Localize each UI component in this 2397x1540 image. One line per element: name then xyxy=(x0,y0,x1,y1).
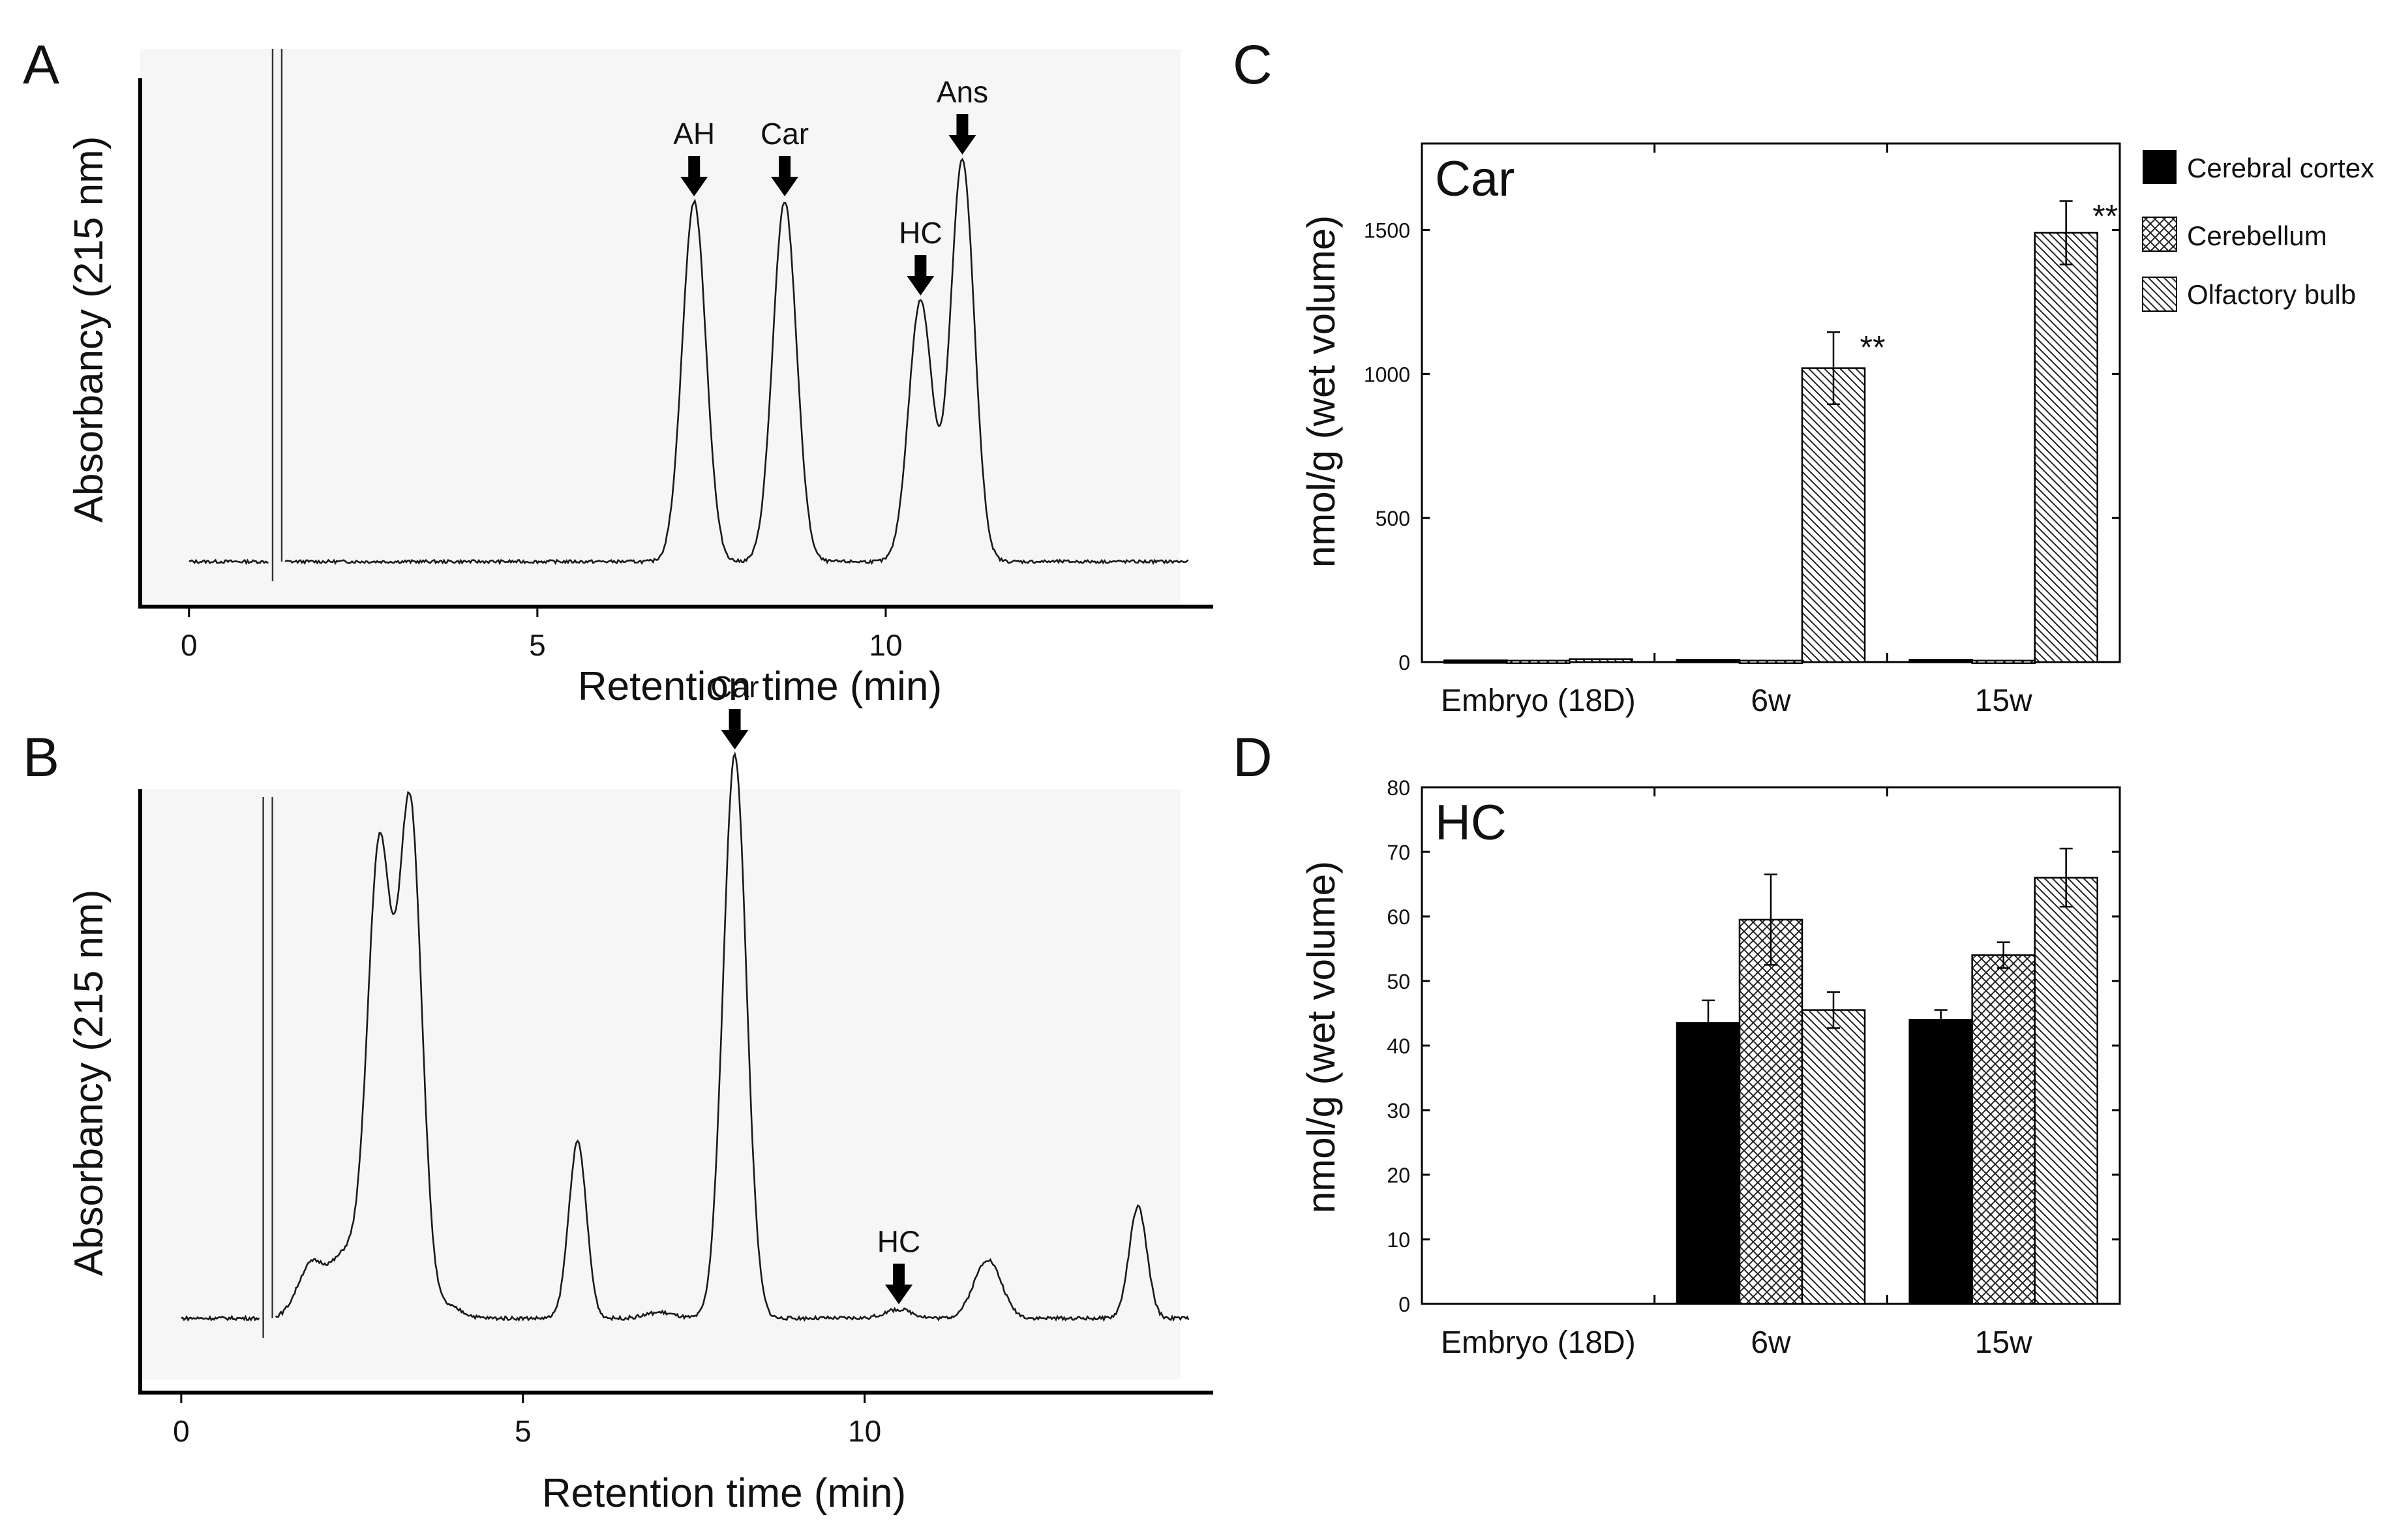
peak-arrow-icon xyxy=(680,156,708,196)
trace-line-b xyxy=(181,751,1190,1322)
y-axis-label-b: Absorbancy (215 nm) xyxy=(67,890,112,1276)
plot-background-a xyxy=(140,49,1181,603)
x-tick-label: 10 xyxy=(869,628,902,662)
y-tick-label: 80 xyxy=(1387,776,1410,800)
chromatogram-a: 0 5 10 AH Car HC Ans Retention time (min) Abs… xyxy=(67,49,1213,709)
x-axis-label-a: Retention time (min) xyxy=(578,664,942,709)
bar-chart-d: 0 10 20 30 40 50 60 70 80 Embryo (18D) 6w 15w HC nm… xyxy=(1299,776,2121,1360)
peak-label: HC xyxy=(899,216,942,250)
peak-label: HC xyxy=(877,1225,920,1259)
category-label: Embryo (18D) xyxy=(1441,1325,1636,1360)
legend-swatch-cerebellum xyxy=(2142,217,2177,252)
bar xyxy=(1676,1022,1741,1305)
peak-label: AH xyxy=(673,117,715,151)
bar xyxy=(1569,658,1633,663)
y-tick-label: 70 xyxy=(1387,841,1410,864)
bar xyxy=(1443,659,1508,664)
y-axis-label-a: Absorbancy (215 nm) xyxy=(67,136,112,523)
y-tick-label: 500 xyxy=(1376,507,1410,530)
legend-swatch-olfactory-bulb xyxy=(2142,277,2177,312)
peak-annotation: Car xyxy=(710,670,759,749)
bar xyxy=(1738,918,1803,1305)
bar xyxy=(1908,1019,1973,1305)
y-tick-label: 50 xyxy=(1387,970,1410,993)
bar-chart-c: 0 500 1000 1500 Embryo (18D) ** 6w ** 15w Car nm… xyxy=(1299,142,2121,718)
y-tick-label: 30 xyxy=(1387,1099,1410,1123)
bar xyxy=(1506,659,1571,665)
peak-label: Ans xyxy=(937,75,988,109)
x-tick-label: 5 xyxy=(529,628,546,662)
y-tick-label: 0 xyxy=(1398,1293,1410,1316)
significance-marker: ** xyxy=(1860,329,1886,365)
category-label: 15w xyxy=(1975,1325,2032,1360)
panel-label-b: B xyxy=(23,727,59,788)
legend-label-cerebral-cortex: Cerebral cortex xyxy=(2187,153,2374,183)
bar xyxy=(1908,659,1973,663)
bar xyxy=(2034,877,2098,1305)
peak-annotation: Car xyxy=(761,117,809,196)
y-tick-label: 60 xyxy=(1387,905,1410,929)
bar xyxy=(1738,659,1803,665)
y-tick-label: 20 xyxy=(1387,1164,1410,1187)
significance-marker: ** xyxy=(2092,198,2118,234)
peak-arrow-icon xyxy=(948,114,976,155)
category-label: 15w xyxy=(1975,684,2032,718)
bar xyxy=(1971,659,2036,665)
panel-label-a: A xyxy=(23,34,59,95)
peak-annotation: HC xyxy=(877,1225,920,1305)
x-tick-label: 10 xyxy=(848,1414,881,1448)
peak-arrow-icon xyxy=(771,156,799,196)
bar xyxy=(1971,954,2036,1305)
bar xyxy=(1801,1009,1866,1305)
y-tick-label: 40 xyxy=(1387,1034,1410,1058)
category-label: 6w xyxy=(1751,1325,1791,1360)
chromatogram-b: 0 5 10 Car HC Retention time (min) Absorban… xyxy=(67,670,1213,1516)
panel-label-d: D xyxy=(1233,727,1273,788)
legend: Cerebral cortex Cerebellum Olfactory bul… xyxy=(2142,150,2374,312)
bar xyxy=(2034,232,2098,663)
x-tick-label: 5 xyxy=(515,1414,532,1448)
x-axis-label-b: Retention time (min) xyxy=(542,1471,906,1516)
peak-arrow-icon xyxy=(721,709,749,749)
legend-label-cerebellum: Cerebellum xyxy=(2187,220,2327,251)
panel-label-c: C xyxy=(1233,34,1273,95)
y-tick-label: 10 xyxy=(1387,1228,1410,1252)
y-tick-label: 1000 xyxy=(1364,363,1410,386)
category-label: 6w xyxy=(1751,684,1791,718)
bar xyxy=(1676,659,1741,663)
x-tick-label: 0 xyxy=(173,1414,190,1448)
bar xyxy=(1801,367,1866,663)
peak-label: Car xyxy=(710,670,759,704)
plot-frame-c xyxy=(1421,142,2121,663)
peak-label: Car xyxy=(761,117,809,151)
chart-title-c: Car xyxy=(1435,151,1515,207)
category-label: Embryo (18D) xyxy=(1441,684,1636,718)
y-axis-label-d: nmol/g (wet volume) xyxy=(1299,861,1343,1213)
peak-annotation: Ans xyxy=(937,75,988,155)
x-tick-label: 0 xyxy=(181,628,198,662)
peak-arrow-icon xyxy=(907,255,935,295)
legend-label-olfactory-bulb: Olfactory bulb xyxy=(2187,279,2356,310)
chart-title-d: HC xyxy=(1435,795,1507,851)
peak-arrow-icon xyxy=(885,1263,913,1305)
plot-background-b xyxy=(140,789,1181,1380)
trace-line-a xyxy=(188,157,1189,566)
y-tick-label: 1500 xyxy=(1364,219,1410,243)
peak-annotation: AH xyxy=(673,117,715,196)
y-axis-label-c: nmol/g (wet volume) xyxy=(1299,215,1343,567)
y-tick-label: 0 xyxy=(1398,651,1410,674)
peak-annotation: HC xyxy=(899,216,942,295)
legend-swatch-cerebral-cortex xyxy=(2143,150,2177,184)
